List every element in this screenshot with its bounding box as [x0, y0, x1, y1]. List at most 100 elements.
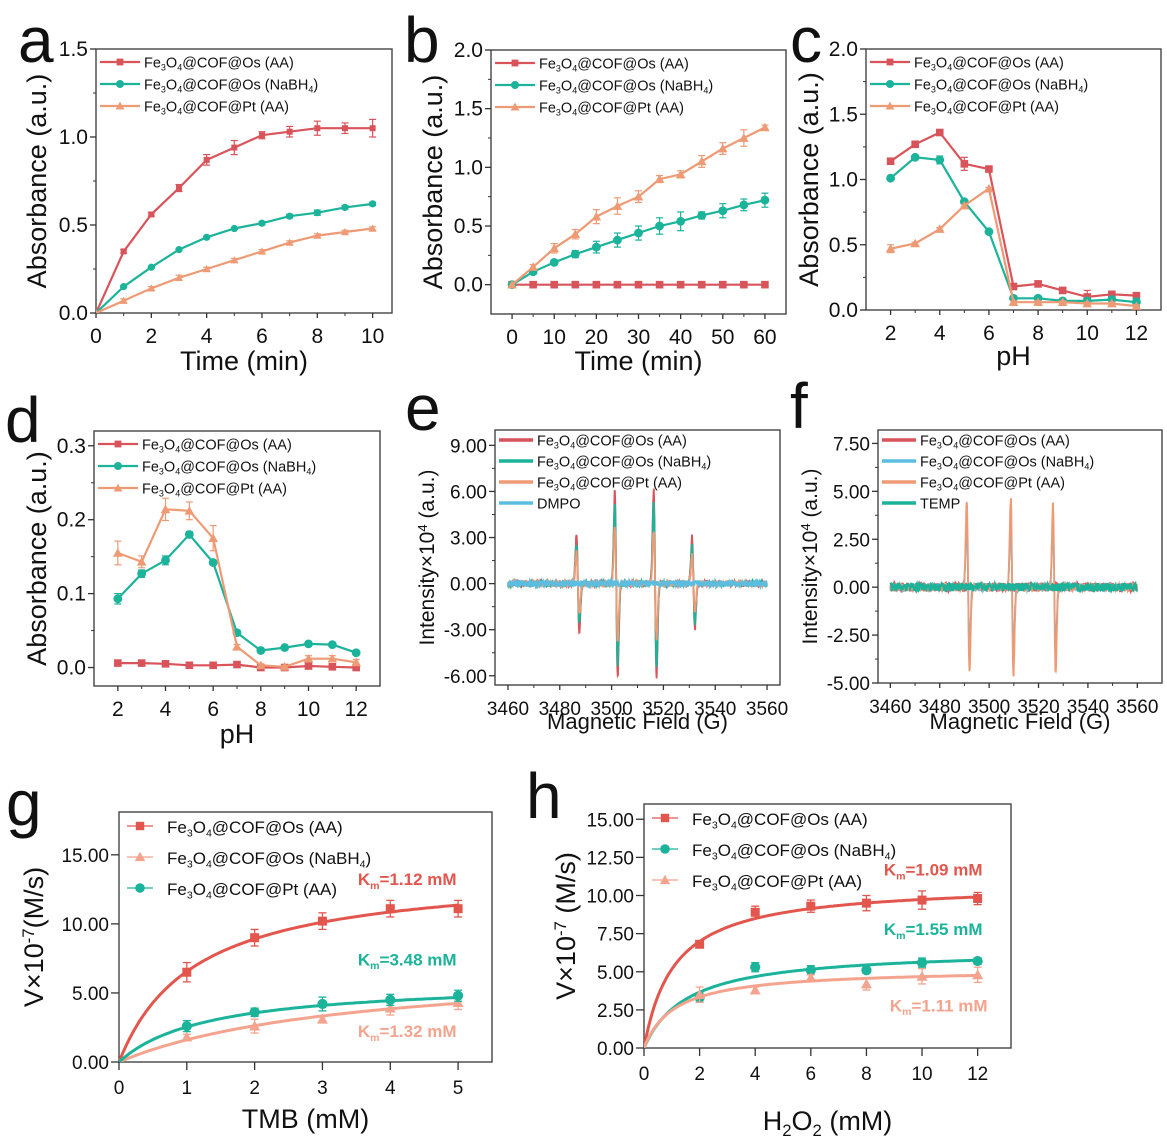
text-part: O	[559, 433, 570, 449]
plot-area	[119, 899, 464, 1062]
legend-label: Fe3O4@COF@Os (NaBH4)	[537, 454, 711, 471]
text-part: =1.12 mM	[380, 870, 457, 889]
script-text: 4	[953, 462, 958, 472]
data-point	[137, 569, 147, 579]
x-tick-label: 0	[90, 325, 102, 348]
text-part: @COF@Os (AA)	[952, 55, 1064, 71]
text-part: (M/s)	[551, 852, 581, 921]
text-part: (a.u.)	[416, 470, 439, 525]
script-text: 3	[931, 107, 936, 117]
legend-label: Fe3O4@COF@Os (AA)	[920, 433, 1070, 450]
x-tick-label: 3500	[590, 699, 632, 720]
data-point	[570, 249, 580, 259]
data-point	[886, 173, 895, 183]
data-point	[114, 659, 122, 667]
data-point	[805, 972, 817, 983]
chart-panel-e: e -6.00 -3.00 0.00 3.00 6.00 9.00 3460 3480 3500 3…	[405, 372, 788, 734]
x-tick-label: 5	[453, 1078, 464, 1099]
data-point	[208, 558, 218, 567]
legend-label: Fe3O4@COF@Pt (AA)	[142, 481, 287, 498]
script-text: 4	[360, 859, 366, 871]
text-part: O	[936, 99, 947, 115]
series-line-3	[507, 577, 768, 591]
data-point	[549, 257, 559, 267]
text-part: @COF@Os (AA)	[737, 810, 868, 829]
data-point	[161, 555, 170, 565]
data-point	[984, 183, 994, 193]
text-part: O	[559, 475, 570, 491]
text-part: O	[936, 55, 947, 71]
data-point	[147, 284, 156, 292]
data-point	[1082, 298, 1093, 308]
text-part: O	[942, 433, 953, 449]
x-tick-label: 8	[1032, 322, 1044, 345]
legend-label: Fe3O4@COF@Pt (AA)	[692, 872, 862, 894]
data-point	[280, 643, 290, 652]
text-part: O	[164, 437, 175, 453]
y-tick-label: 1.0	[829, 169, 858, 192]
x-axis-title: Magnetic Field (G)	[547, 709, 728, 734]
data-point	[633, 191, 644, 201]
data-point	[203, 156, 210, 163]
script-text: 3	[159, 489, 164, 499]
script-text: 4	[731, 882, 737, 894]
text-part: Fe	[920, 434, 937, 450]
text-part: @COF@Os (NaBH	[180, 459, 306, 475]
x-tick-label: 2	[885, 322, 897, 345]
text-part: O	[166, 55, 177, 71]
legend-marker	[659, 874, 671, 885]
plot-area	[889, 498, 1139, 677]
script-text: 3	[556, 86, 561, 96]
data-point	[452, 997, 464, 1008]
text-part: Fe	[539, 79, 556, 95]
text-part: @COF@Os (AA)	[577, 56, 689, 72]
text-part: O	[166, 99, 177, 115]
legend-label: Fe3O4@COF@Pt (AA)	[539, 100, 684, 117]
data-point	[860, 978, 872, 989]
y-tick-label: 0.1	[57, 583, 86, 606]
script-text: m	[896, 930, 905, 942]
legend: Fe3O4@COF@Os (AA)Fe3O4@COF@Os (NaBH4)Fe3…	[100, 55, 318, 117]
text-part: O	[936, 77, 947, 93]
y-tick-label: 0.00	[72, 1053, 109, 1074]
legend-label: Fe3O4@COF@Pt (AA)	[920, 475, 1065, 492]
script-text: 3	[556, 108, 561, 118]
data-point	[1107, 298, 1117, 308]
text-part: K	[884, 920, 897, 939]
text-part: Fe	[920, 476, 937, 492]
text-part: K	[890, 996, 903, 1015]
data-point	[1108, 290, 1116, 299]
text-part: Fe	[537, 455, 554, 471]
text-part: Fe	[914, 56, 931, 72]
data-point	[676, 216, 686, 226]
legend: Fe3O4@COF@Os (AA)Fe3O4@COF@Os (NaBH4)Fe3…	[127, 818, 371, 902]
data-point	[303, 653, 314, 663]
data-point	[634, 228, 643, 238]
script-text: 3	[159, 467, 164, 477]
text-part: )	[366, 849, 372, 868]
x-tick-label: 4	[385, 1078, 396, 1099]
script-text: 4	[177, 85, 182, 95]
data-point	[181, 1031, 193, 1042]
data-point	[1009, 282, 1018, 291]
script-text: -7	[551, 921, 570, 936]
script-text: 4	[731, 851, 737, 863]
text-part: Intensity×10	[416, 532, 439, 646]
script-text: 3	[937, 483, 942, 493]
legend-label: Fe3O4@COF@Pt (AA)	[537, 475, 682, 492]
legend-marker	[114, 462, 122, 470]
text-part: V×10	[19, 943, 49, 1007]
x-tick-label: 3460	[487, 699, 529, 720]
data-point	[181, 1020, 192, 1032]
data-point	[185, 661, 194, 670]
text-part: @COF@Os (AA)	[182, 55, 294, 71]
data-point	[550, 280, 559, 289]
data-point	[184, 506, 195, 515]
y-tick-label: 0.5	[59, 214, 88, 237]
x-axis-title: pH	[996, 341, 1031, 371]
text-part: Fe	[144, 100, 161, 116]
legend-marker	[116, 80, 124, 88]
script-text: 4	[572, 86, 577, 96]
script-text: 4	[953, 483, 958, 493]
legend-label: Fe3O4@COF@Os (AA)	[144, 55, 294, 72]
